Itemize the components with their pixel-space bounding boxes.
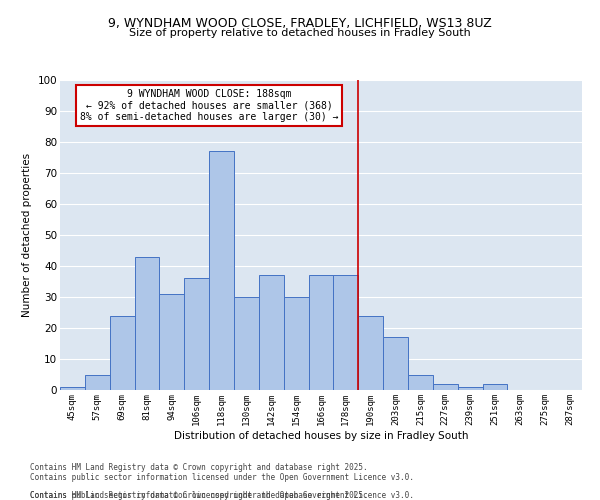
Text: Contains HM Land Registry data © Crown copyright and database right 2025.: Contains HM Land Registry data © Crown c… — [30, 490, 368, 500]
Bar — [110, 316, 134, 390]
Y-axis label: Number of detached properties: Number of detached properties — [22, 153, 32, 317]
Bar — [60, 387, 85, 390]
X-axis label: Distribution of detached houses by size in Fradley South: Distribution of detached houses by size … — [174, 430, 468, 440]
Text: Contains HM Land Registry data © Crown copyright and database right 2025.: Contains HM Land Registry data © Crown c… — [30, 464, 368, 472]
Bar — [160, 294, 184, 390]
Bar — [433, 384, 458, 390]
Bar — [358, 316, 383, 390]
Bar — [408, 374, 433, 390]
Bar — [284, 297, 308, 390]
Text: Size of property relative to detached houses in Fradley South: Size of property relative to detached ho… — [129, 28, 471, 38]
Text: 9, WYNDHAM WOOD CLOSE, FRADLEY, LICHFIELD, WS13 8UZ: 9, WYNDHAM WOOD CLOSE, FRADLEY, LICHFIEL… — [108, 18, 492, 30]
Text: Contains public sector information licensed under the Open Government Licence v3: Contains public sector information licen… — [30, 474, 414, 482]
Bar — [334, 276, 358, 390]
Bar — [383, 338, 408, 390]
Text: Contains public sector information licensed under the Open Government Licence v3: Contains public sector information licen… — [30, 491, 414, 500]
Bar — [482, 384, 508, 390]
Bar — [234, 297, 259, 390]
Bar — [184, 278, 209, 390]
Bar — [259, 276, 284, 390]
Bar — [209, 152, 234, 390]
Text: 9 WYNDHAM WOOD CLOSE: 188sqm
← 92% of detached houses are smaller (368)
8% of se: 9 WYNDHAM WOOD CLOSE: 188sqm ← 92% of de… — [80, 90, 338, 122]
Bar — [134, 256, 160, 390]
Bar — [308, 276, 334, 390]
Bar — [458, 387, 482, 390]
Bar — [85, 374, 110, 390]
